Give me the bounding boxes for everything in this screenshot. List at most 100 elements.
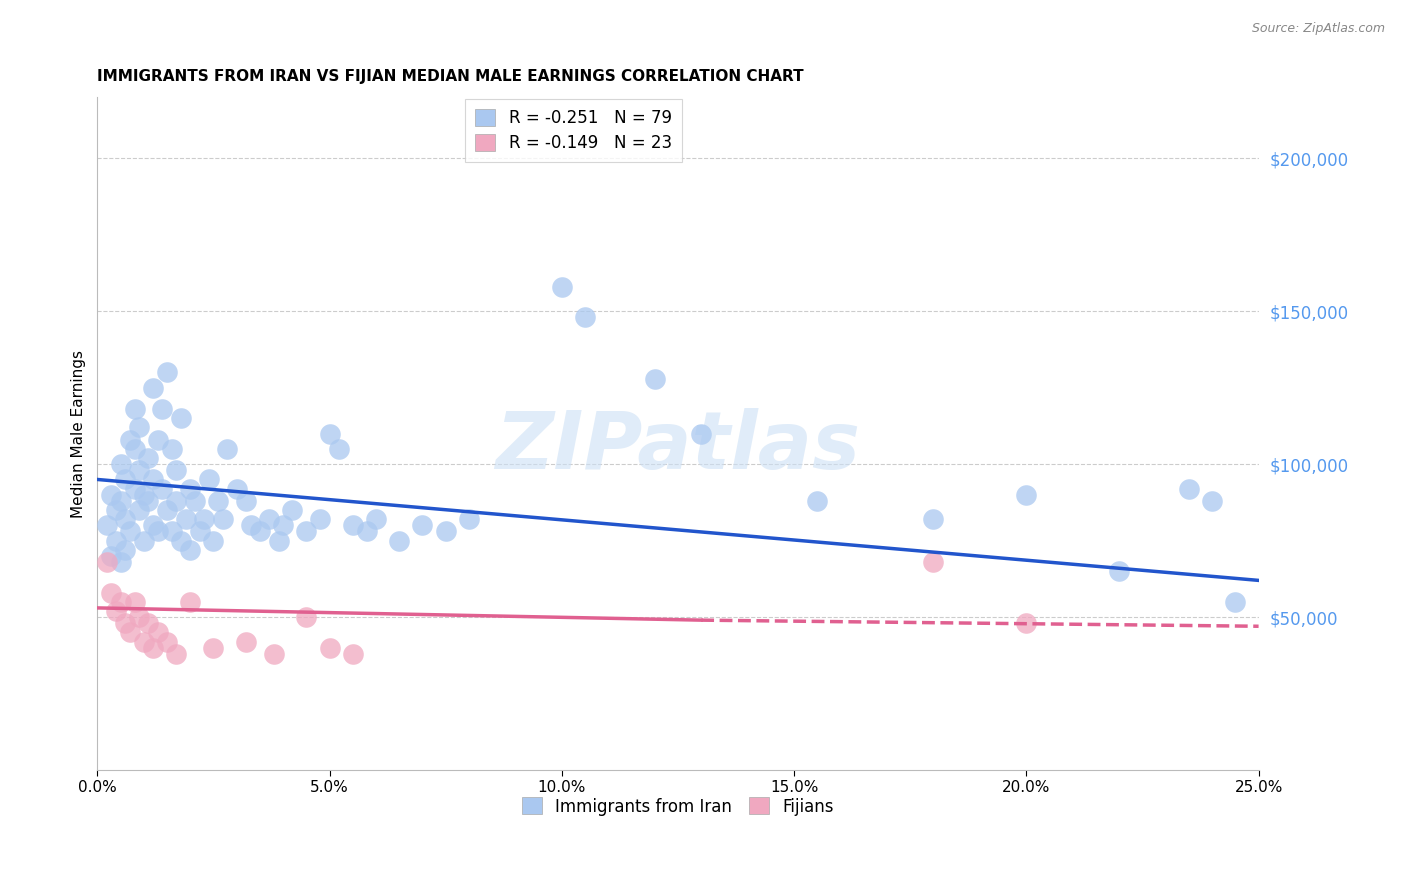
Point bbox=[142, 381, 165, 395]
Point bbox=[96, 555, 118, 569]
Point bbox=[110, 494, 132, 508]
Point bbox=[124, 482, 146, 496]
Point bbox=[328, 442, 350, 456]
Point bbox=[124, 402, 146, 417]
Point bbox=[202, 533, 225, 548]
Point bbox=[160, 524, 183, 539]
Point bbox=[179, 542, 201, 557]
Point bbox=[364, 512, 387, 526]
Point bbox=[249, 524, 271, 539]
Point bbox=[142, 640, 165, 655]
Text: Source: ZipAtlas.com: Source: ZipAtlas.com bbox=[1251, 22, 1385, 36]
Point bbox=[295, 524, 318, 539]
Point bbox=[138, 616, 160, 631]
Point bbox=[165, 494, 187, 508]
Point bbox=[156, 503, 179, 517]
Point bbox=[458, 512, 481, 526]
Point bbox=[1015, 616, 1038, 631]
Point bbox=[146, 433, 169, 447]
Point bbox=[179, 595, 201, 609]
Point bbox=[198, 473, 221, 487]
Point bbox=[96, 518, 118, 533]
Point bbox=[138, 451, 160, 466]
Point bbox=[174, 512, 197, 526]
Point bbox=[142, 473, 165, 487]
Point bbox=[318, 640, 340, 655]
Point bbox=[551, 280, 574, 294]
Point bbox=[1178, 482, 1201, 496]
Point bbox=[211, 512, 233, 526]
Y-axis label: Median Male Earnings: Median Male Earnings bbox=[72, 350, 86, 517]
Point bbox=[690, 426, 713, 441]
Point bbox=[574, 310, 596, 325]
Point bbox=[170, 533, 193, 548]
Point bbox=[124, 442, 146, 456]
Point bbox=[165, 463, 187, 477]
Point bbox=[202, 640, 225, 655]
Point bbox=[128, 463, 150, 477]
Point bbox=[150, 482, 173, 496]
Point bbox=[104, 533, 127, 548]
Point bbox=[193, 512, 215, 526]
Point bbox=[295, 610, 318, 624]
Point bbox=[100, 585, 122, 599]
Point bbox=[128, 420, 150, 434]
Point bbox=[217, 442, 239, 456]
Point bbox=[146, 524, 169, 539]
Point bbox=[104, 503, 127, 517]
Point bbox=[1108, 564, 1130, 578]
Point bbox=[239, 518, 262, 533]
Point bbox=[132, 634, 155, 648]
Point bbox=[179, 482, 201, 496]
Point bbox=[156, 634, 179, 648]
Point bbox=[271, 518, 294, 533]
Point bbox=[1015, 488, 1038, 502]
Point bbox=[342, 647, 364, 661]
Point bbox=[235, 494, 257, 508]
Point bbox=[124, 595, 146, 609]
Point bbox=[267, 533, 290, 548]
Point bbox=[150, 402, 173, 417]
Point bbox=[110, 555, 132, 569]
Point bbox=[138, 494, 160, 508]
Point bbox=[114, 616, 136, 631]
Point bbox=[225, 482, 247, 496]
Point bbox=[434, 524, 457, 539]
Point bbox=[114, 542, 136, 557]
Point bbox=[388, 533, 411, 548]
Point bbox=[281, 503, 304, 517]
Point bbox=[165, 647, 187, 661]
Text: IMMIGRANTS FROM IRAN VS FIJIAN MEDIAN MALE EARNINGS CORRELATION CHART: IMMIGRANTS FROM IRAN VS FIJIAN MEDIAN MA… bbox=[97, 69, 804, 84]
Point bbox=[114, 473, 136, 487]
Point bbox=[146, 625, 169, 640]
Point bbox=[114, 512, 136, 526]
Point bbox=[188, 524, 211, 539]
Point bbox=[411, 518, 433, 533]
Point bbox=[342, 518, 364, 533]
Point bbox=[110, 457, 132, 471]
Point bbox=[170, 411, 193, 425]
Point bbox=[132, 533, 155, 548]
Point bbox=[922, 555, 945, 569]
Point bbox=[118, 524, 141, 539]
Point bbox=[142, 518, 165, 533]
Point bbox=[132, 488, 155, 502]
Point bbox=[160, 442, 183, 456]
Point bbox=[1225, 595, 1247, 609]
Point bbox=[110, 595, 132, 609]
Point bbox=[156, 366, 179, 380]
Text: ZIPatlas: ZIPatlas bbox=[495, 408, 860, 486]
Point bbox=[806, 494, 828, 508]
Point bbox=[118, 625, 141, 640]
Point bbox=[644, 371, 666, 385]
Point bbox=[207, 494, 229, 508]
Point bbox=[922, 512, 945, 526]
Point bbox=[257, 512, 280, 526]
Point bbox=[128, 503, 150, 517]
Point bbox=[309, 512, 332, 526]
Point bbox=[100, 549, 122, 563]
Point bbox=[356, 524, 378, 539]
Legend: Immigrants from Iran, Fijians: Immigrants from Iran, Fijians bbox=[516, 790, 841, 822]
Point bbox=[318, 426, 340, 441]
Point bbox=[128, 610, 150, 624]
